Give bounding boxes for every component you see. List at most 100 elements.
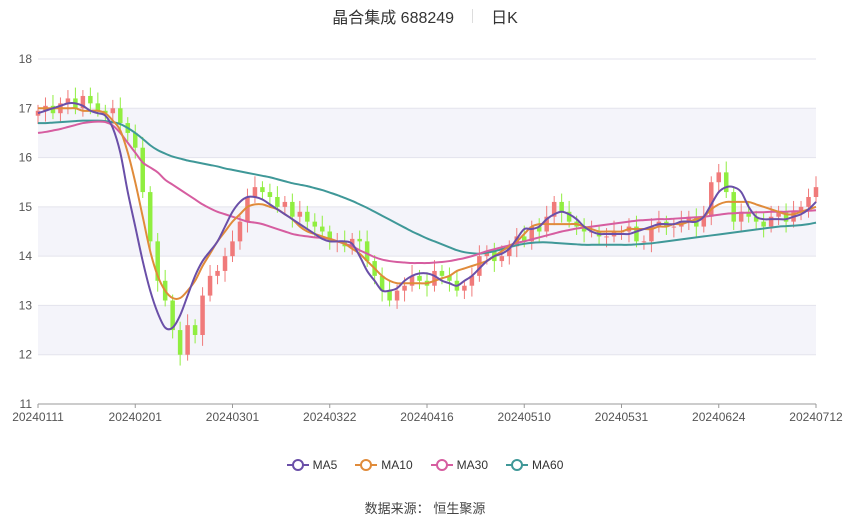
candle	[409, 265, 415, 292]
legend-item-ma30[interactable]: MA30	[430, 458, 488, 472]
legend-label-ma60: MA60	[532, 458, 564, 472]
legend-marker-ma10	[355, 459, 378, 471]
candle-body	[275, 197, 280, 207]
candle-body	[447, 275, 452, 281]
legend-label-ma10: MA10	[381, 458, 413, 472]
candle-body	[320, 226, 325, 232]
candle	[379, 267, 385, 302]
candle	[50, 94, 56, 120]
candle-body	[260, 187, 265, 193]
candle-body	[215, 270, 220, 276]
candle-body	[327, 231, 332, 242]
chart-header: 晶合集成 688249 日K	[0, 4, 850, 28]
candle	[252, 176, 258, 203]
candle-body	[462, 285, 467, 291]
candle-body	[357, 238, 362, 242]
candle-body	[783, 211, 789, 222]
candle-body	[566, 211, 572, 222]
candle	[738, 203, 744, 233]
candle-body	[723, 172, 729, 193]
candle-body	[245, 197, 250, 222]
candle-body	[110, 108, 116, 114]
candle-body	[267, 192, 273, 197]
candle	[709, 176, 714, 226]
x-tick-label: 20240712	[789, 410, 843, 424]
candle-body	[746, 211, 751, 217]
candle-body	[604, 236, 609, 238]
y-tick-label: 18	[19, 52, 33, 66]
candle-body	[469, 275, 475, 286]
x-tick-label: 20240510	[498, 410, 552, 424]
legend-marker-ma5	[286, 459, 309, 471]
candle	[155, 232, 160, 292]
candle-body	[806, 197, 811, 207]
candle	[245, 188, 250, 233]
candle	[701, 205, 707, 233]
candle-body	[282, 201, 288, 207]
candle-body	[207, 275, 213, 296]
candle-body	[507, 246, 512, 257]
legend-marker-ma30	[430, 459, 453, 471]
candle	[469, 267, 475, 297]
candle	[716, 163, 721, 194]
candle	[806, 188, 811, 218]
candle-body	[133, 132, 138, 148]
candle-body	[551, 201, 557, 217]
candle	[215, 265, 220, 285]
candle-body	[297, 211, 303, 217]
candle-body	[88, 95, 93, 104]
candle-body	[364, 241, 370, 262]
candle-body	[387, 290, 392, 301]
kline-chart[interactable]: 11 12 13 14 15 16 17 18 20240111 20240201 20240301…	[0, 0, 850, 450]
candle	[462, 279, 467, 300]
candle	[140, 136, 145, 198]
candle	[260, 181, 265, 201]
x-tick-label: 20240416	[400, 410, 454, 424]
candle	[813, 176, 819, 203]
legend-label-ma5: MA5	[312, 458, 338, 472]
candle-body	[95, 103, 101, 111]
y-tick-label: 16	[19, 151, 33, 165]
candle	[207, 265, 213, 302]
candle-body	[394, 290, 400, 301]
grid-band	[38, 108, 816, 158]
candle-body	[222, 256, 228, 271]
y-tick-label: 13	[19, 298, 33, 312]
candle	[305, 205, 310, 231]
candle-body	[252, 187, 258, 197]
candle	[387, 279, 392, 307]
period-label[interactable]: 日K	[491, 10, 518, 27]
y-tick-label: 11	[20, 397, 33, 411]
candle-body	[499, 256, 505, 262]
candle-body	[417, 275, 422, 281]
candle-body	[290, 201, 295, 217]
candle-body	[50, 105, 56, 114]
candle-body	[155, 241, 160, 281]
legend-item-ma10[interactable]: MA10	[355, 458, 413, 472]
candle-body	[529, 226, 534, 242]
candle	[320, 215, 325, 238]
candle	[230, 230, 235, 263]
chart-title: 晶合集成 688249	[332, 10, 455, 27]
grid-band	[38, 206, 816, 257]
candle-body	[237, 221, 243, 242]
legend-item-ma60[interactable]: MA60	[506, 458, 563, 472]
candle	[761, 213, 766, 238]
chart-legend: MA5 MA10 MA30 MA60	[0, 458, 850, 472]
candle-body	[709, 182, 714, 217]
legend-item-ma5[interactable]: MA5	[286, 458, 338, 472]
candle	[649, 218, 654, 253]
title-separator	[472, 9, 474, 23]
candle	[723, 161, 729, 198]
candle	[776, 205, 781, 226]
candle-body	[731, 192, 736, 222]
candle-body	[192, 325, 198, 335]
candle-body	[147, 192, 153, 242]
candle	[290, 193, 295, 228]
candle-body	[409, 275, 415, 286]
candle-body	[761, 221, 766, 227]
candle	[671, 218, 677, 238]
candle	[297, 200, 303, 223]
candle-body	[581, 226, 587, 232]
x-tick-label: 20240201	[109, 410, 163, 424]
